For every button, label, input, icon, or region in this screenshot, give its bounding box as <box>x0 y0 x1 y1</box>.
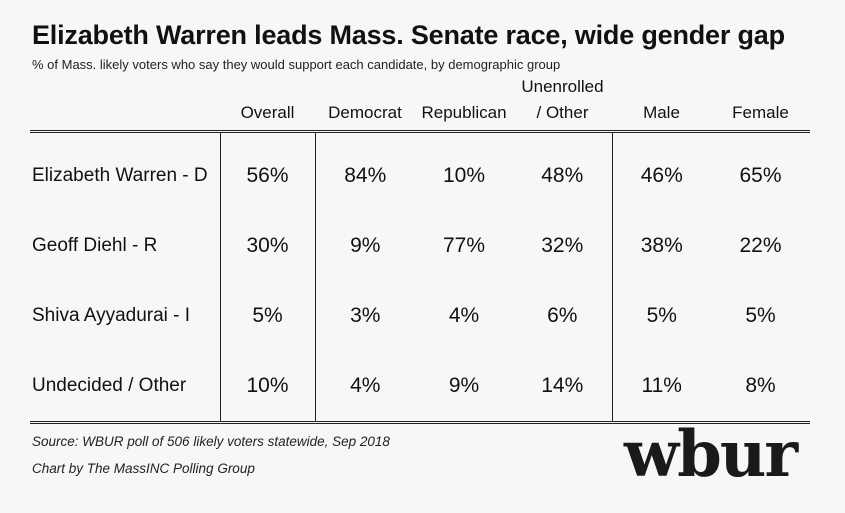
candidate-name: Shiva Ayyadurai - I <box>32 305 191 326</box>
chart-subtitle: % of Mass. likely voters who say they wo… <box>32 57 561 72</box>
credit-note: Chart by The MassINC Polling Group <box>32 461 255 476</box>
header-female-line2: Female <box>732 103 789 122</box>
cell-female: 65% <box>739 164 782 187</box>
header-overall-line2: Overall <box>240 103 295 122</box>
cell-democrat: 4% <box>314 351 415 423</box>
row-ayyadurai: Shiva Ayyadurai - I 5% 3% 4% 6% 5% 5% <box>30 281 810 351</box>
header-democrat: Democrat <box>315 74 415 132</box>
source-note: Source: WBUR poll of 506 likely voters s… <box>32 434 390 449</box>
cell-overall: 5% <box>219 281 315 351</box>
cell-republican: 9% <box>448 374 480 397</box>
wbur-logo: wbur <box>624 417 798 492</box>
cell-unenrolled: 32% <box>541 234 584 257</box>
candidate-name: Geoff Diehl - R <box>32 235 158 256</box>
header-unenrolled: Unenrolled / Other <box>513 74 612 132</box>
cell-unenrolled: 6% <box>547 304 578 327</box>
cell-overall: 10% <box>219 351 315 423</box>
header-overall: Overall <box>220 74 315 132</box>
row-warren: Elizabeth Warren - D 56% 84% 10% 48% 46%… <box>30 131 810 211</box>
header-unenrolled-line1: Unenrolled <box>521 77 604 96</box>
header-row: Overall Democrat Republican Unenrolled / … <box>30 74 810 132</box>
cell-republican: 10% <box>442 164 486 187</box>
cell-female: 5% <box>745 304 776 327</box>
cell-republican: 4% <box>448 304 480 327</box>
cell-republican: 77% <box>442 234 486 257</box>
header-republican: Republican <box>415 74 513 132</box>
candidate-name: Elizabeth Warren - D <box>32 165 208 186</box>
cell-unenrolled: 48% <box>541 164 584 187</box>
cell-democrat: 84% <box>314 131 415 211</box>
header-republican-line2: Republican <box>421 103 507 122</box>
cell-unenrolled: 14% <box>541 374 584 397</box>
cell-female: 22% <box>739 234 782 257</box>
cell-overall: 56% <box>219 131 315 211</box>
cell-overall: 30% <box>219 211 315 281</box>
cell-male: 11% <box>611 351 711 423</box>
candidate-name: Undecided / Other <box>32 375 187 396</box>
cell-male: 46% <box>611 131 711 211</box>
header-male-line2: Male <box>643 103 680 122</box>
cell-male: 38% <box>611 211 711 281</box>
header-unenrolled-line2: / Other <box>536 103 589 122</box>
cell-democrat: 3% <box>314 281 415 351</box>
header-candidate <box>30 74 220 132</box>
header-female: Female <box>711 74 810 132</box>
chart-title: Elizabeth Warren leads Mass. Senate race… <box>32 20 785 50</box>
header-male: Male <box>612 74 711 132</box>
cell-democrat: 9% <box>314 211 415 281</box>
poll-table: Overall Democrat Republican Unenrolled / … <box>30 74 810 424</box>
cell-female: 8% <box>745 374 776 397</box>
cell-male: 5% <box>611 281 711 351</box>
row-undecided: Undecided / Other 10% 4% 9% 14% 11% 8% <box>30 351 810 423</box>
row-diehl: Geoff Diehl - R 30% 9% 77% 32% 38% 22% <box>30 211 810 281</box>
header-democrat-line2: Democrat <box>328 103 402 122</box>
